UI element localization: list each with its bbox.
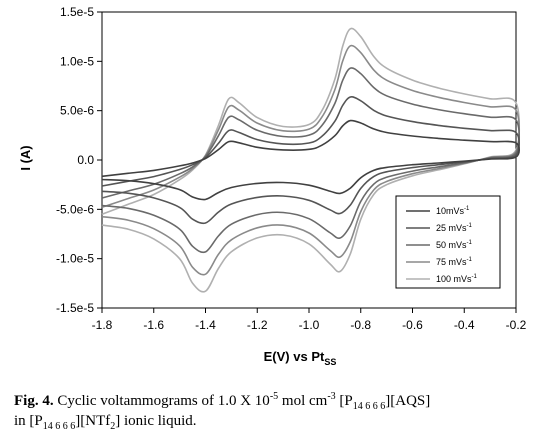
caption-sup-2: -3 [327,391,336,402]
legend-label: 10mVs-1 [436,206,470,216]
series-line-25mvs [101,96,521,225]
series-line-75mvs [101,44,521,276]
caption-text-5: in [P [14,413,43,429]
y-tick-label: 1.5e-5 [60,5,94,19]
caption-sub-2: 14 6 6 6 [42,421,76,432]
x-tick-label: -0.4 [454,318,475,332]
figure-caption: Fig. 4. Cyclic voltammograms of 1.0 X 10… [14,391,529,432]
cyclic-voltammogram-chart: -1.8 -1.6 -1.4 -1.2 -1.0 -0.8 -0.6 -0.4 -0.2 -1.5… [18,5,527,367]
caption-label: Fig. 4. [14,393,54,409]
x-tick-label: -0.2 [506,318,527,332]
series-line-50mvs [101,67,521,254]
x-tick-label: -1.8 [92,318,113,332]
x-axis-title-subscript: SS [324,357,336,367]
legend-label: 75 mVs-1 [436,257,473,267]
caption-text-4: ][AQS] [385,393,431,409]
x-axis-title-main: E(V) vs Pt [264,349,325,364]
y-axis-title: I (A) [18,145,33,170]
caption-text-7: ] ionic liquid. [115,413,197,429]
x-tick-label: -1.6 [143,318,164,332]
caption-text-1: Cyclic voltammograms of 1.0 X 10 [53,393,270,409]
x-tick-label: -0.8 [350,318,371,332]
x-axis-title: E(V) vs PtSS [264,349,337,367]
caption-text-2: mol cm [278,393,328,409]
y-tick-label: 5.0e-6 [60,104,94,118]
caption-sub-3: 2 [110,421,116,432]
y-tick-label: -5.0e-6 [56,202,94,216]
x-tick-label: -1.2 [247,318,268,332]
y-tick-label: 0.0 [77,153,94,167]
x-tick-label: -0.6 [402,318,423,332]
caption-text-6: ][NTf [75,413,111,429]
caption-sup-1: -5 [269,391,279,402]
legend-label: 25 mVs-1 [436,223,473,233]
x-tick-label: -1.4 [195,318,216,332]
y-tick-label: 1.0e-5 [60,54,94,68]
x-tick-label: -1.0 [299,318,320,332]
caption-sub-1: 14 6 6 6 [352,401,386,412]
legend-label: 100 mVs-1 [436,274,478,284]
caption-text-3: [P [335,393,353,409]
series-line-10mvs [101,119,521,201]
y-tick-label: -1.0e-5 [56,252,94,266]
legend-label: 50 mVs-1 [436,240,473,250]
y-tick-label: -1.5e-5 [56,301,94,315]
series-line-100mvs [101,27,521,293]
